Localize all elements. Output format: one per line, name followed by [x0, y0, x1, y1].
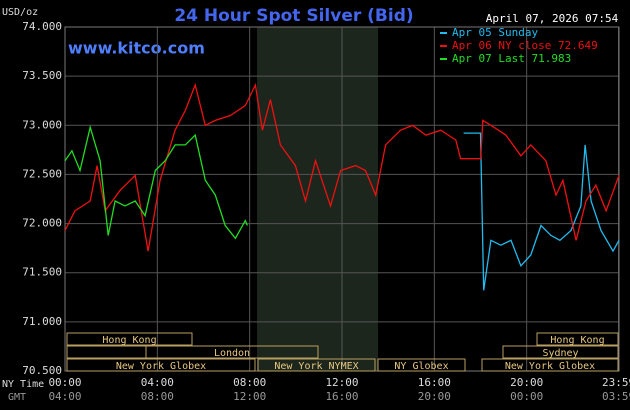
x-tick-label: 23:59	[602, 376, 630, 389]
ny-time-label: NY Time	[2, 379, 44, 390]
session-box	[145, 345, 319, 359]
gmt-label: GMT	[8, 392, 26, 403]
series-line	[64, 124, 248, 240]
session-label: New York Globex	[505, 361, 595, 372]
shaded-session	[257, 27, 378, 371]
y-tick-label: 72.000	[22, 217, 62, 230]
y-tick-label: 73.000	[22, 118, 62, 131]
gmt-tick-label: 12:00	[233, 390, 266, 403]
x-tick-label: 12:00	[325, 376, 358, 389]
gmt-tick-label: 04:00	[48, 390, 81, 403]
session-label: Hong Kong	[102, 335, 156, 346]
session-label: Hong Kong	[550, 335, 604, 346]
x-tick-label: 04:00	[141, 376, 174, 389]
x-tick-label: 08:00	[233, 376, 266, 389]
session-label: NY Globex	[394, 361, 448, 372]
timestamp: April 07, 2026 07:54	[486, 12, 619, 25]
session-box	[377, 358, 466, 372]
series-line	[64, 82, 620, 252]
y-tick-label: 72.500	[22, 167, 62, 180]
y-tick-label: 73.500	[22, 69, 62, 82]
session-box	[66, 332, 193, 346]
x-tick-label: 00:00	[48, 376, 81, 389]
watermark: www.kitco.com	[68, 39, 205, 58]
legend-label: Apr 06 NY close 72.649	[452, 39, 598, 52]
gmt-tick-label: 03:59	[602, 390, 630, 403]
session-label: Sydney	[542, 348, 578, 359]
gmt-tick-label: 08:00	[141, 390, 174, 403]
chart-title: 24 Hour Spot Silver (Bid)	[174, 6, 413, 26]
y-axis-label: USD/oz	[2, 7, 38, 18]
session-box	[66, 345, 147, 359]
legend-label: Apr 05 Sunday	[452, 26, 538, 39]
x-tick-label: 20:00	[510, 376, 543, 389]
gmt-tick-label: 20:00	[418, 390, 451, 403]
gmt-tick-label: 16:00	[325, 390, 358, 403]
session-label: London	[214, 348, 250, 359]
y-tick-label: 70.500	[22, 364, 62, 377]
x-tick-label: 16:00	[418, 376, 451, 389]
gmt-tick-label: 00:00	[510, 390, 543, 403]
session-box	[66, 358, 256, 372]
session-box	[536, 332, 619, 346]
y-tick-label: 71.500	[22, 266, 62, 279]
legend-label: Apr 07 Last 71.983	[452, 52, 571, 65]
session-box	[257, 358, 376, 372]
session-box	[502, 345, 619, 359]
session-label: New York Globex	[116, 361, 206, 372]
session-label: New York NYMEX	[274, 361, 358, 372]
series-line	[463, 132, 620, 291]
session-box	[481, 358, 619, 372]
y-tick-label: 71.000	[22, 315, 62, 328]
y-tick-label: 74.000	[22, 20, 62, 33]
